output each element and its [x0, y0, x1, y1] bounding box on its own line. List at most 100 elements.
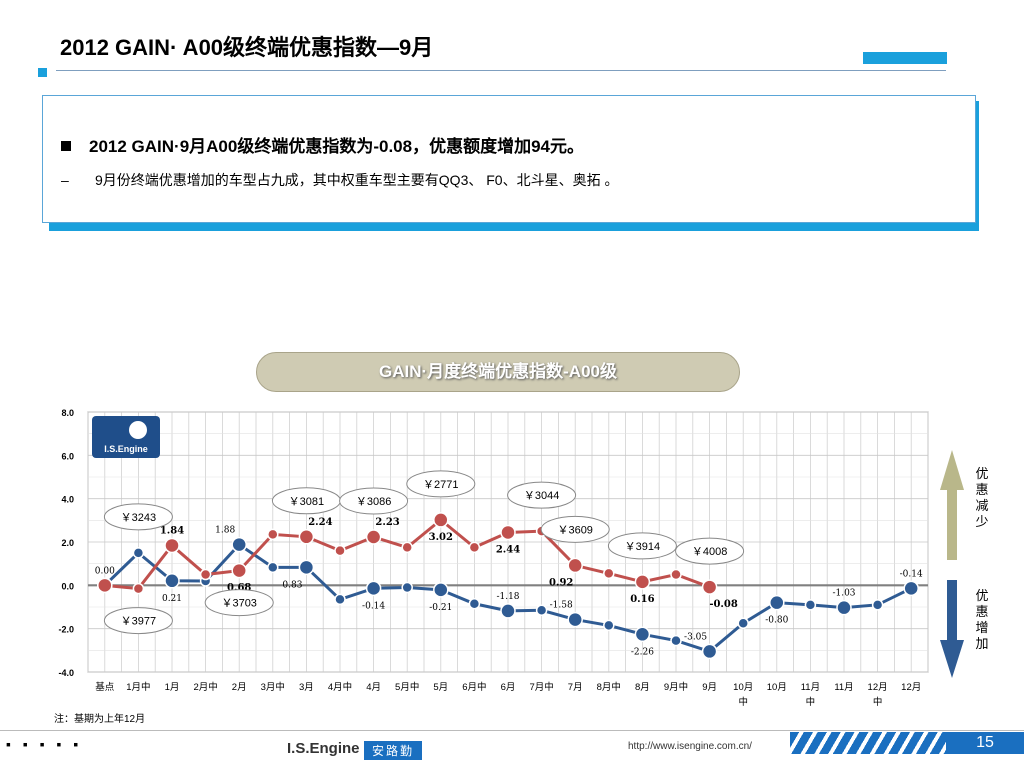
series-point-1: [334, 544, 346, 557]
series-point-0: [500, 603, 516, 619]
series-point-0: [334, 593, 346, 606]
x-tick-label: 8月中: [597, 681, 621, 693]
series-point-1: [97, 577, 113, 594]
data-label: 0.92: [549, 577, 573, 588]
series-point-0: [433, 582, 449, 598]
price-callout-label: ￥3243: [121, 512, 156, 524]
price-callout-label: ￥3086: [356, 496, 391, 508]
series-point-0: [871, 599, 884, 611]
data-label: 0.21: [162, 594, 182, 604]
x-tick-label-suffix: 中: [738, 696, 748, 708]
x-tick-label: 9月: [702, 682, 717, 693]
price-callout: [607, 532, 677, 560]
dash-bullet: –: [61, 172, 69, 188]
series-point-0: [737, 617, 749, 629]
page-number: 15: [946, 732, 1024, 754]
arrow-up-icon: [940, 450, 964, 560]
price-callout: [339, 487, 409, 515]
data-label: -0.08: [709, 599, 738, 610]
data-label: -0.80: [765, 616, 788, 626]
x-tick-label: 2月中: [193, 681, 217, 693]
y-tick-label: 6.0: [61, 451, 74, 461]
x-tick-label: 3月: [299, 682, 314, 693]
title-accent-bar: [863, 52, 947, 64]
arrow-up-label-char: 少: [975, 515, 988, 530]
series-point-1: [298, 529, 315, 545]
x-tick-label: 6月中: [462, 681, 486, 693]
series-point-0: [670, 634, 682, 647]
logo-info-icon: [129, 421, 147, 439]
x-tick-label: 6月: [501, 682, 516, 693]
series-point-0: [468, 598, 481, 610]
x-tick-label: 2月: [232, 682, 247, 693]
price-callout: [675, 537, 745, 565]
price-callout: [204, 589, 274, 617]
title-divider: [56, 70, 946, 71]
series-point-1: [500, 524, 516, 541]
footer-brand-badge: 安路勤: [364, 741, 423, 760]
series-point-1: [567, 557, 583, 574]
arrow-up-label-char: 减: [975, 499, 988, 514]
x-tick-label: 12月: [868, 682, 888, 693]
series-point-1: [634, 574, 651, 590]
data-label: 1.84: [160, 525, 184, 536]
series-point-0: [634, 626, 651, 643]
footer-url[interactable]: http://www.isengine.com.cn/: [628, 741, 752, 752]
series-point-1: [365, 529, 382, 545]
series-point-1: [164, 537, 180, 554]
price-callout: [103, 503, 173, 531]
data-label: -0.14: [362, 601, 385, 611]
data-label: -0.14: [900, 569, 923, 579]
series-point-1: [267, 528, 279, 541]
chart-title: GAIN·月度终端优惠指数-A00级: [256, 352, 740, 392]
x-tick-label: 9月中: [664, 681, 688, 693]
arrow-up-label-char: 优: [975, 467, 988, 482]
price-callout-label: ￥3609: [557, 524, 592, 536]
arrow-down-label-char: 加: [975, 637, 988, 652]
y-tick-label: 8.0: [61, 408, 74, 418]
data-label: 2.23: [375, 517, 399, 528]
data-label: 0.68: [227, 583, 251, 594]
data-label: -3.05: [684, 632, 707, 642]
price-callout-label: ￥4008: [692, 546, 727, 558]
logo-text: I.S.Engine: [104, 444, 148, 454]
x-tick-label: 7月中: [529, 681, 553, 693]
series-point-0: [903, 580, 919, 597]
series-point-1: [401, 541, 413, 554]
series-point-1: [132, 582, 145, 595]
arrow-down-label-char: 惠: [975, 605, 988, 620]
footer-dots: ▪ ▪ ▪ ▪ ▪: [6, 736, 83, 752]
data-label: 3.02: [429, 532, 453, 543]
x-tick-label: 8月: [635, 682, 650, 693]
series-point-0: [164, 573, 180, 589]
series-point-0: [365, 580, 382, 597]
series-point-0: [231, 536, 247, 553]
data-label: 0.16: [630, 594, 654, 605]
x-tick-label: 1月中: [126, 681, 150, 693]
series-point-1: [231, 562, 247, 579]
x-tick-label: 基点: [95, 681, 115, 693]
series-point-0: [298, 559, 315, 576]
footer-brand: I.S.Engine: [287, 740, 360, 757]
series-point-0: [804, 599, 817, 611]
series-point-0: [603, 619, 615, 632]
series-point-0: [567, 611, 583, 628]
square-bullet-icon: [61, 141, 71, 151]
series-point-1: [468, 541, 481, 554]
series-point-0: [836, 599, 852, 616]
x-tick-label: 12月: [901, 682, 921, 693]
series-point-0: [701, 643, 718, 660]
y-tick-label: -2.0: [58, 625, 74, 635]
price-callout-label: ￥3977: [121, 616, 156, 628]
summary-detail-row: – 9月份终端优惠增加的车型占九成，其中权重车型主要有QQ3、 F0、北斗星、奥拓…: [61, 170, 618, 190]
page-title: 2012 GAIN· A00级终端优惠指数—9月: [60, 35, 434, 60]
data-label: -0.21: [429, 603, 452, 613]
arrow-down-label-char: 增: [975, 621, 988, 636]
x-tick-label: 1月: [165, 682, 180, 693]
data-label: 0.00: [95, 566, 115, 576]
series-point-1: [701, 579, 718, 595]
x-tick-label: 11月: [801, 682, 820, 693]
x-tick-label-suffix: 中: [806, 696, 816, 708]
series-point-1: [433, 512, 449, 528]
data-label: -2.26: [631, 647, 654, 657]
